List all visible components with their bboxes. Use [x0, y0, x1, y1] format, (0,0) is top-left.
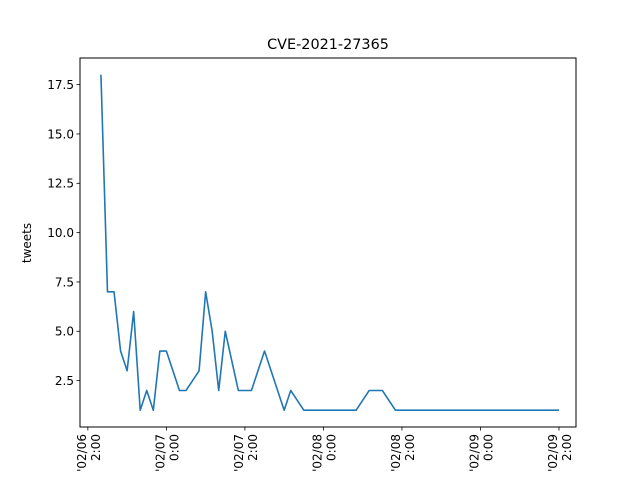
x-tick-label-line: '02/06 [75, 434, 89, 472]
y-axis: 2.5 5.0 7.5 10.0 12.5 15.0 17.5 [47, 78, 80, 388]
x-tick-label: '02/09 0:00 [467, 434, 495, 472]
y-tick-label: 17.5 [47, 78, 74, 92]
x-tick-label-line: 2:00 [246, 434, 260, 461]
y-tick-label: 12.5 [47, 177, 74, 191]
y-tick-label: 7.5 [55, 275, 74, 289]
x-tick-label-line: 0:00 [167, 434, 181, 461]
x-tick-label-line: '02/07 [153, 434, 167, 472]
x-tick-label-line: 0:00 [324, 434, 338, 461]
y-tick-label: 10.0 [47, 226, 74, 240]
chart-title: CVE-2021-27365 [267, 37, 389, 53]
y-tick-label: 15.0 [47, 127, 74, 141]
x-tick-label: '02/09 2:00 [546, 434, 574, 472]
x-tick-label-line: 2:00 [560, 434, 574, 461]
x-tick-label-line: 2:00 [403, 434, 417, 461]
x-tick-label: '02/08 2:00 [389, 434, 417, 472]
x-tick-label-line: '02/08 [310, 434, 324, 472]
plot-frame [79, 57, 577, 428]
y-tick-label: 5.0 [55, 325, 74, 339]
x-tick-label-line: 2:00 [89, 434, 103, 461]
x-tick-label: '02/07 0:00 [153, 434, 181, 472]
x-tick-label-line: '02/09 [546, 434, 560, 472]
x-tick-label-line: '02/09 [467, 434, 481, 472]
x-tick-label: '02/08 0:00 [310, 434, 338, 472]
y-axis-label: tweets [20, 223, 34, 263]
x-tick-label: '02/06 2:00 [75, 434, 103, 472]
x-tick-label-line: 0:00 [481, 434, 495, 461]
x-axis: '02/06 2:00'02/07 0:00'02/07 2:00'02/08 0:00… [75, 427, 574, 472]
x-tick-label: '02/07 2:00 [232, 434, 260, 472]
x-tick-label-line: '02/07 [232, 434, 246, 472]
x-tick-label-line: '02/08 [389, 434, 403, 472]
y-tick-label: 2.5 [55, 374, 74, 388]
series-line [100, 74, 559, 412]
